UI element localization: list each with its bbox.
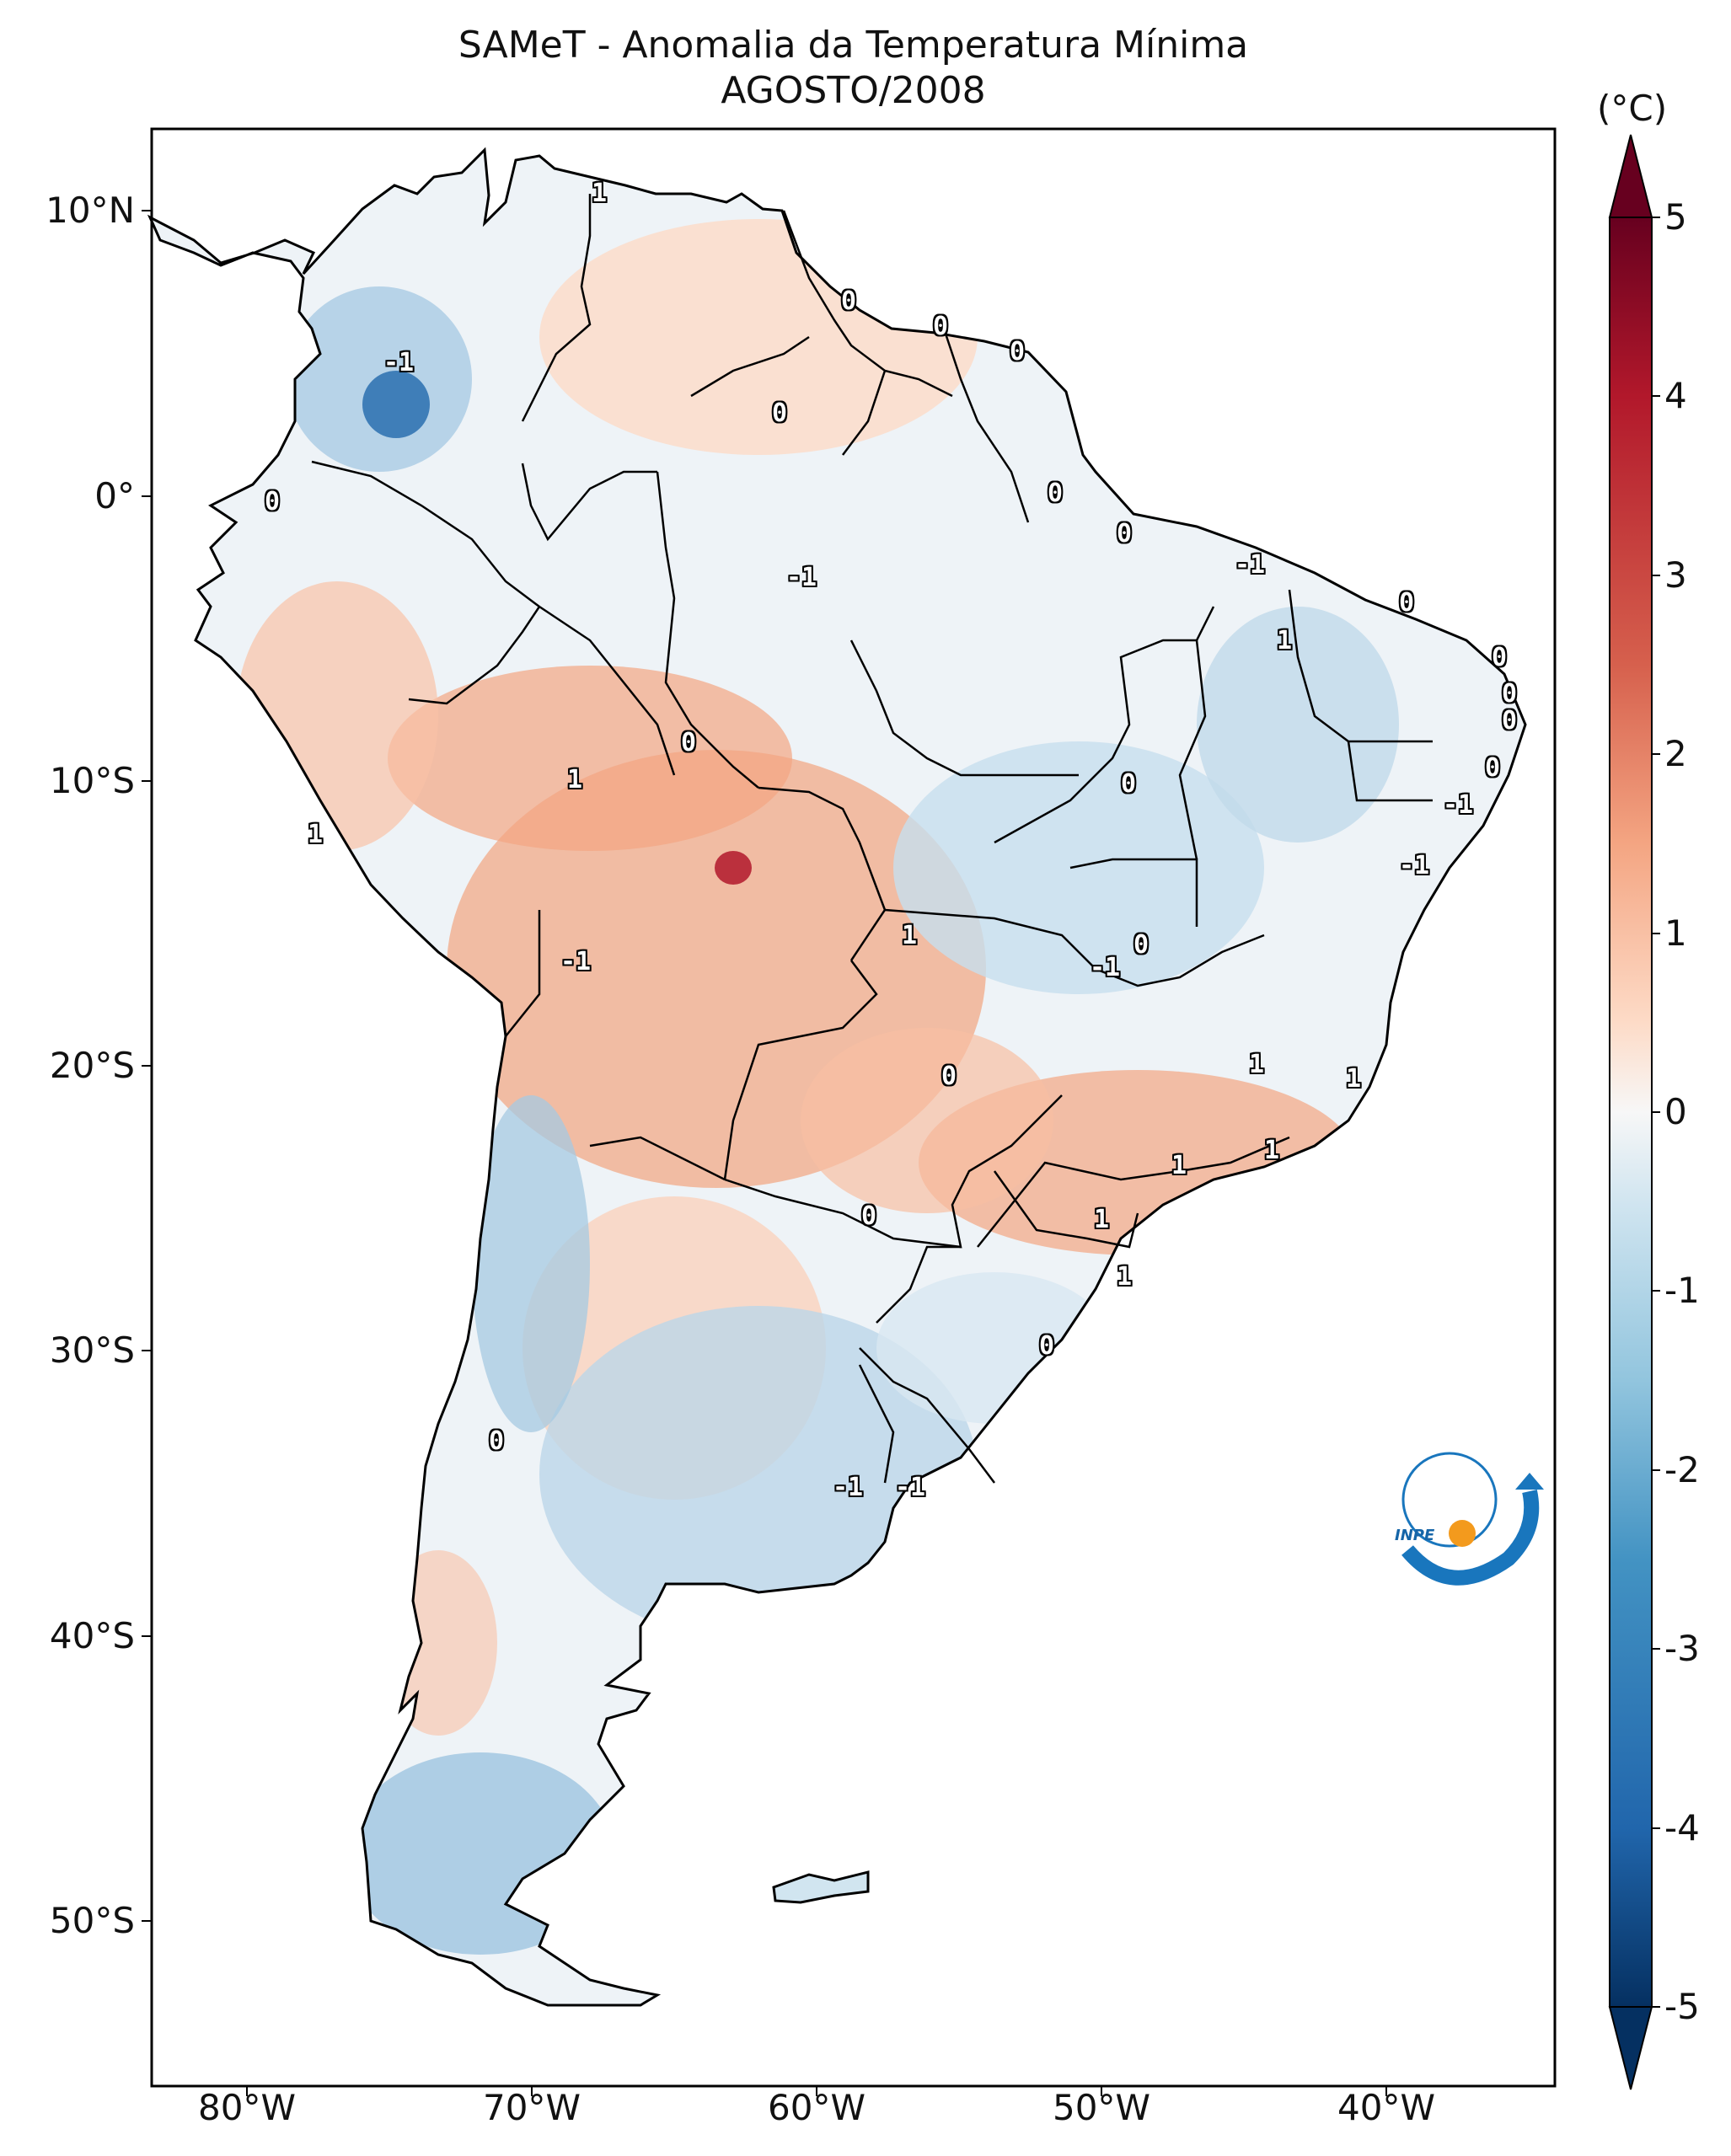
contour-label: 0 <box>1121 769 1137 799</box>
colorbar-gradient <box>1609 217 1653 2008</box>
contour-label: 0 <box>1502 706 1518 736</box>
colorbar-tick-label: 5 <box>1664 196 1687 238</box>
contour-label: 1 <box>308 820 324 849</box>
colorbar-bottom-extension <box>1608 2006 1653 2090</box>
contour-label: 0 <box>1502 679 1518 709</box>
lat-label-30s: 30°S <box>49 1329 135 1371</box>
lon-label-80w: 80°W <box>198 2087 296 2128</box>
contour-label: 0 <box>1485 753 1501 783</box>
contour-label: 0 <box>1048 479 1064 508</box>
colorbar-tick-marks <box>1652 217 1660 2008</box>
lon-label-40w: 40°W <box>1337 2087 1435 2128</box>
colorbar-tick-label: -5 <box>1664 1986 1700 2027</box>
contour-label: 0 <box>489 1426 505 1456</box>
colorbar <box>1608 134 1660 2090</box>
colorbar-unit: (°C) <box>1597 88 1668 129</box>
contour-label: -1 <box>560 947 592 976</box>
contour-label: -1 <box>895 1473 926 1502</box>
lat-label-40s: 40°S <box>49 1615 135 1656</box>
contour-label: -1 <box>1235 550 1266 580</box>
colorbar-tick-label: -1 <box>1664 1270 1700 1311</box>
contour-label: 1 <box>1117 1262 1133 1292</box>
contour-label: 0 <box>933 312 949 341</box>
lon-label-50w: 50°W <box>1053 2087 1150 2128</box>
inpe-logo-text: INPE <box>1395 1527 1435 1544</box>
falkland-islands <box>772 1870 870 1904</box>
colorbar-tick-label: 1 <box>1664 912 1687 954</box>
contour-label: 1 <box>902 921 918 950</box>
contour-label: 1 <box>1264 1136 1280 1165</box>
contour-label: -1 <box>1399 851 1430 880</box>
lon-label-70w: 70°W <box>483 2087 581 2128</box>
contour-label: -1 <box>1090 953 1121 982</box>
lat-label-0: 0° <box>94 475 135 516</box>
contour-label: -1 <box>786 563 817 592</box>
lat-label-20s: 20°S <box>49 1045 135 1086</box>
contour-label: -1 <box>1443 790 1474 820</box>
contour-label: 0 <box>1010 337 1026 366</box>
map-title: SAMeT - Anomalia da Temperatura Mínima <box>458 24 1249 67</box>
colorbar-tick-label: 3 <box>1664 554 1687 596</box>
colorbar-tick-label: 0 <box>1664 1091 1687 1132</box>
contour-label: 1 <box>1171 1151 1187 1180</box>
contour-label: 0 <box>841 286 857 316</box>
colorbar-tick-label: -3 <box>1664 1628 1700 1669</box>
contour-label: 0 <box>1133 930 1150 960</box>
contour-label: 0 <box>265 487 281 516</box>
colorbar-tick-label: 2 <box>1664 733 1687 774</box>
colorbar-tick-label: -2 <box>1664 1449 1700 1490</box>
lat-label-10s: 10°S <box>49 760 135 801</box>
lat-label-10n: 10°N <box>46 190 135 231</box>
colorbar-top-extension <box>1608 134 1653 218</box>
lon-label-60w: 60°W <box>768 2087 866 2128</box>
contour-label: -1 <box>833 1473 864 1502</box>
contour-label: 1 <box>1094 1205 1110 1234</box>
axis-tick-marks <box>142 210 1387 2096</box>
contour-label: 1 <box>592 179 608 208</box>
contour-label: 0 <box>1399 588 1415 618</box>
contour-label: 1 <box>1346 1064 1362 1094</box>
contour-label: 0 <box>1492 643 1508 672</box>
inpe-logo <box>1401 1452 1544 1586</box>
contour-label: 0 <box>681 728 697 757</box>
lat-label-50s: 50°S <box>49 1900 135 1941</box>
contour-label: 1 <box>567 765 583 794</box>
contour-label: 0 <box>861 1201 877 1231</box>
contour-label: 0 <box>941 1062 957 1091</box>
contour-label: 1 <box>1249 1050 1265 1079</box>
political-borders <box>311 194 1433 1484</box>
contour-label: 0 <box>1117 519 1133 548</box>
contour-label: 0 <box>1039 1331 1055 1361</box>
map-subtitle: AGOSTO/2008 <box>721 69 986 112</box>
contour-label: 1 <box>1277 626 1293 655</box>
contour-label: 0 <box>772 399 788 428</box>
contour-label: -1 <box>383 348 415 377</box>
colorbar-tick-label: -4 <box>1664 1807 1700 1848</box>
colorbar-tick-label: 4 <box>1664 375 1687 416</box>
